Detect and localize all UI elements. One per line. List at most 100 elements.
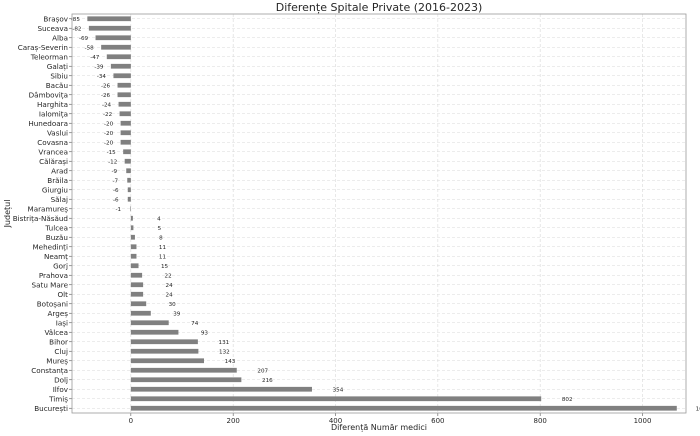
bar-bihor	[130, 339, 198, 345]
bar-maramureș	[130, 206, 131, 212]
bar-botoșani	[130, 301, 147, 307]
bar-satu-mare	[130, 282, 144, 288]
chart-title: Diferențe Spitale Private (2016-2023)	[276, 1, 483, 14]
x-tick-label: 600	[431, 417, 444, 425]
data-label: 22	[165, 273, 172, 279]
bar-bacău	[117, 82, 131, 88]
bar-argeș	[130, 310, 151, 316]
x-tick-label: 400	[329, 417, 342, 425]
y-category-label: Caraș-Severin	[18, 43, 68, 52]
bar-olt	[130, 291, 144, 297]
bar-călărași	[124, 158, 131, 164]
y-category-label: Maramureș	[28, 204, 69, 213]
bar-sibiu	[113, 73, 131, 79]
bar-iași	[130, 320, 169, 326]
data-label: -1	[116, 207, 122, 213]
bar-tulcea	[130, 225, 134, 231]
y-category-label: Călărași	[39, 157, 68, 166]
data-label: 802	[562, 397, 573, 403]
bar-suceava	[88, 25, 131, 31]
data-label: 131	[219, 340, 230, 346]
y-category-label: Ilfov	[53, 385, 69, 394]
data-label: 30	[169, 302, 177, 308]
y-category-label: Bihor	[49, 337, 68, 346]
y-category-label: Olt	[58, 290, 69, 299]
data-label: -9	[111, 169, 117, 175]
bar-harghita	[118, 101, 131, 107]
data-label: 4	[157, 216, 161, 222]
data-label: -22	[103, 112, 112, 118]
data-label: 15	[161, 264, 169, 270]
data-label: -26	[101, 83, 111, 89]
bar-dolj	[130, 377, 242, 383]
bar-gorj	[130, 263, 139, 269]
y-category-label: Cluj	[54, 347, 68, 356]
bar-vaslui	[120, 130, 131, 136]
bar-covasna	[120, 139, 131, 145]
bar-brăila	[127, 177, 131, 183]
data-labels: -85 -82 -69 -58 -47 -39 -34 -26 -26 -24 -22 -20 -20 -…	[71, 17, 700, 413]
y-category-label: Suceava	[37, 24, 68, 33]
data-label: -58	[85, 45, 95, 51]
bar-arad	[126, 168, 131, 174]
data-label: 1067	[696, 406, 700, 412]
y-category-label: Arad	[51, 166, 68, 175]
data-label: -20	[104, 121, 114, 127]
data-label: 39	[173, 311, 181, 317]
bar-prahova	[130, 272, 143, 278]
bar-galați	[110, 63, 131, 69]
bar-hunedoara	[120, 120, 131, 126]
y-category-label: Bistrița-Năsăud	[13, 214, 68, 224]
y-category-label: București	[34, 404, 68, 413]
data-label: 11	[159, 245, 167, 251]
data-label: -20	[104, 140, 114, 146]
y-category-label: Botoșani	[37, 299, 68, 308]
bar-bistrița-năsăud	[130, 215, 133, 221]
bar-ilfov	[130, 386, 312, 392]
data-label: -39	[94, 64, 104, 70]
y-category-label: Dâmbovița	[29, 90, 68, 100]
bar-ialomița	[119, 111, 131, 117]
bar-giurgiu	[127, 187, 131, 193]
data-label: 74	[191, 321, 199, 327]
data-label: -15	[107, 150, 117, 156]
y-category-label: Giurgiu	[42, 185, 68, 194]
bar-teleorman	[106, 54, 131, 60]
bar-bucurești	[130, 405, 677, 411]
y-axis-label: Județul	[3, 200, 13, 229]
x-tick-label: 0	[129, 417, 133, 425]
y-category-label: Vaslui	[47, 128, 68, 137]
data-label: 8	[159, 235, 163, 241]
grid-lines	[72, 14, 686, 413]
bar-dâmbovița	[117, 92, 131, 98]
bar-caraș-severin	[101, 44, 131, 50]
y-category-label: Neamț	[44, 252, 68, 262]
y-category-label: Bacău	[46, 81, 68, 90]
y-category-label: Sibiu	[50, 71, 68, 80]
y-category-label: Iași	[56, 318, 68, 327]
y-category-label: Mehedinți	[32, 242, 68, 252]
data-label: -34	[97, 74, 107, 80]
x-tick-label: 1000	[634, 417, 652, 425]
x-axis-label: Diferență Număr medici	[331, 423, 427, 433]
bar-mehedinți	[130, 244, 137, 250]
y-category-label: Buzău	[46, 233, 68, 242]
data-label: -82	[72, 26, 81, 32]
y-category-label: Gorj	[53, 261, 68, 270]
data-label: -85	[71, 17, 81, 23]
bar-neamț	[130, 253, 137, 259]
y-category-label: Covasna	[37, 138, 68, 147]
data-label: 11	[159, 254, 167, 260]
data-label: -47	[90, 55, 100, 61]
bar-timiș	[130, 396, 542, 402]
x-tick-labels: 0 200 400 600 800 1000	[129, 413, 652, 425]
y-category-label: Argeș	[48, 309, 69, 318]
x-tick-label: 800	[533, 417, 546, 425]
data-label: 143	[225, 359, 236, 365]
data-label: -12	[108, 159, 117, 165]
data-label: 24	[166, 283, 174, 289]
bars	[87, 16, 677, 411]
y-category-label: Tulcea	[44, 223, 68, 232]
y-category-label: Hunedoara	[28, 119, 68, 128]
